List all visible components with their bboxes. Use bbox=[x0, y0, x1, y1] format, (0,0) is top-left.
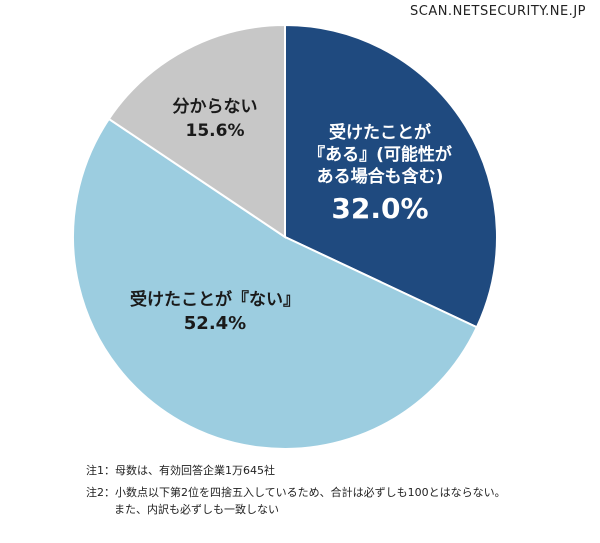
slice-label-line: ある場合も含む) bbox=[317, 166, 444, 187]
slice-label-line: 『ある』(可能性が bbox=[308, 144, 452, 165]
pie-slice-1 bbox=[72, 117, 479, 450]
slice-label-1: 受けたことが『ない』 52.4% bbox=[130, 289, 300, 334]
pie-slice-2 bbox=[107, 23, 286, 239]
slice-label-line: 受けたことが『ない』 bbox=[130, 289, 300, 310]
slice-value-label: 15.6% bbox=[186, 121, 245, 141]
slice-value-label: 52.4% bbox=[184, 313, 246, 334]
watermark: SCAN.NETSECURITY.NE.JP bbox=[409, 4, 586, 19]
pie-slice-0 bbox=[284, 23, 498, 329]
slice-label-line: 受けたことが bbox=[329, 122, 431, 143]
slice-label-line: 分からない bbox=[173, 97, 258, 117]
slice-label-2: 分からない 15.6% bbox=[173, 97, 258, 141]
slice-value-label: 32.0% bbox=[331, 192, 428, 225]
footnote-2-continued: また、内訳も必ずしも一致しない bbox=[114, 503, 279, 516]
footnote-2: 注2：小数点以下第2位を四捨五入しているため、合計は必ずしも100とはならない。 bbox=[86, 486, 506, 499]
footnote-1: 注1：母数は、有効回答企業1万645社 bbox=[86, 464, 275, 477]
footnotes: 注1：母数は、有効回答企業1万645社 注2：小数点以下第2位を四捨五入している… bbox=[86, 462, 506, 518]
